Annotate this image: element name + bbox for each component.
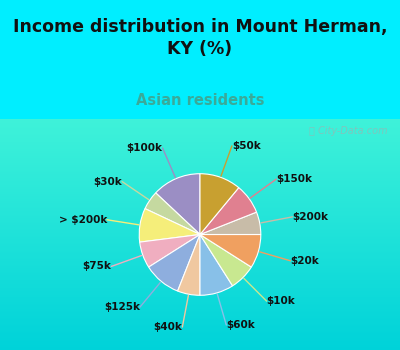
Wedge shape (178, 234, 200, 295)
Wedge shape (145, 193, 200, 235)
Text: $75k: $75k (82, 261, 111, 271)
Text: $20k: $20k (290, 256, 319, 266)
Wedge shape (200, 212, 261, 234)
Wedge shape (200, 234, 251, 286)
Text: $50k: $50k (232, 141, 261, 151)
Text: $100k: $100k (126, 143, 162, 153)
Text: $40k: $40k (154, 322, 182, 332)
Text: Asian residents: Asian residents (136, 93, 264, 108)
Text: $30k: $30k (93, 176, 122, 187)
Wedge shape (200, 234, 261, 267)
Text: Income distribution in Mount Herman,
KY (%): Income distribution in Mount Herman, KY … (13, 18, 387, 58)
Wedge shape (200, 188, 256, 235)
Text: $60k: $60k (226, 320, 255, 330)
Wedge shape (200, 234, 232, 295)
Text: $10k: $10k (267, 296, 295, 306)
Text: > $200k: > $200k (58, 215, 107, 225)
Wedge shape (139, 209, 200, 242)
Text: ⓘ City-Data.com: ⓘ City-Data.com (309, 126, 388, 136)
Text: $125k: $125k (104, 302, 140, 312)
Wedge shape (200, 174, 239, 234)
Text: $200k: $200k (292, 212, 328, 222)
Wedge shape (140, 234, 200, 267)
Wedge shape (149, 234, 200, 291)
Wedge shape (156, 174, 200, 234)
Text: $150k: $150k (276, 174, 312, 184)
